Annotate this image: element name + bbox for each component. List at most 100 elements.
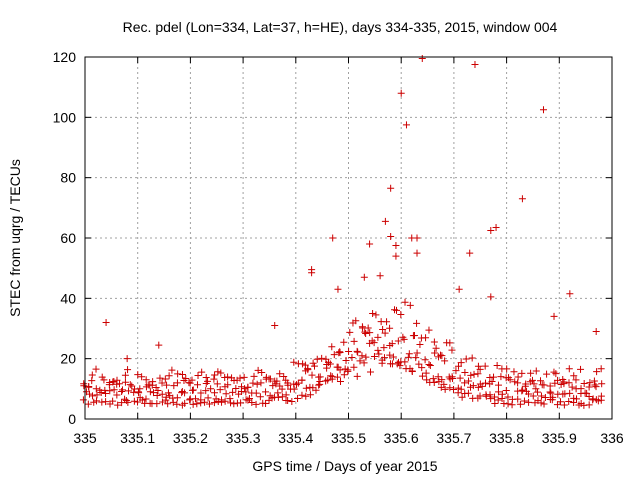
data-point	[598, 380, 606, 388]
data-point	[362, 353, 370, 361]
data-point	[455, 285, 463, 293]
data-point	[158, 379, 166, 387]
data-point	[142, 376, 150, 384]
data-point	[153, 391, 161, 399]
data-point	[258, 368, 266, 376]
data-point	[262, 400, 270, 408]
data-point	[221, 397, 229, 405]
data-point	[181, 399, 189, 407]
data-point	[438, 376, 446, 384]
data-point	[565, 365, 573, 373]
data-point	[487, 395, 495, 403]
data-point	[560, 380, 568, 388]
data-point	[189, 386, 197, 394]
y-tick-label: 80	[60, 170, 76, 186]
data-point	[254, 366, 262, 374]
data-point	[537, 399, 545, 407]
data-point	[188, 376, 196, 384]
data-point	[306, 383, 314, 391]
data-point	[465, 377, 473, 385]
data-point	[520, 397, 528, 405]
data-point	[568, 383, 576, 391]
x-tick-label: 335.2	[173, 430, 208, 446]
data-point	[580, 401, 588, 409]
x-tick-label: 335.7	[436, 430, 471, 446]
data-point	[565, 398, 573, 406]
data-point	[85, 383, 93, 391]
data-point	[101, 386, 109, 394]
data-point	[138, 373, 146, 381]
data-point	[494, 396, 502, 404]
data-point	[488, 378, 496, 386]
data-point	[481, 362, 489, 370]
data-point	[425, 361, 433, 369]
data-point	[448, 373, 456, 381]
data-point	[213, 380, 221, 388]
data-point	[329, 234, 337, 242]
data-point	[136, 394, 144, 402]
data-point	[232, 385, 240, 393]
data-point	[539, 106, 547, 114]
data-point	[356, 357, 364, 365]
data-point	[432, 344, 440, 352]
data-point	[88, 377, 96, 385]
data-point	[210, 399, 218, 407]
data-point	[92, 385, 100, 393]
data-point	[109, 397, 117, 405]
data-point	[368, 337, 376, 345]
data-point	[164, 400, 172, 408]
data-point	[212, 395, 220, 403]
data-point	[284, 379, 292, 387]
data-point	[585, 383, 593, 391]
data-point	[204, 377, 212, 385]
data-point	[487, 293, 495, 301]
data-point	[498, 390, 506, 398]
data-point	[413, 349, 421, 357]
data-point	[566, 290, 574, 298]
data-point	[381, 217, 389, 225]
data-point	[326, 360, 334, 368]
data-point	[372, 311, 380, 319]
data-point	[546, 382, 554, 390]
data-point	[262, 388, 270, 396]
data-point	[100, 376, 108, 384]
chart-title: Rec. pdel (Lon=334, Lat=37, h=HE), days …	[123, 19, 558, 35]
data-point	[162, 393, 170, 401]
data-point	[178, 371, 186, 379]
data-point	[205, 400, 213, 408]
data-point	[541, 394, 549, 402]
y-tick-label: 20	[60, 351, 76, 367]
data-point	[224, 381, 232, 389]
data-point	[122, 397, 130, 405]
data-point	[397, 311, 405, 319]
data-point	[93, 391, 101, 399]
data-point	[178, 389, 186, 397]
data-point	[115, 380, 123, 388]
data-point	[597, 392, 605, 400]
data-point	[156, 374, 164, 382]
data-point	[401, 358, 409, 366]
data-point	[383, 318, 391, 326]
data-point	[418, 364, 426, 372]
data-point	[386, 324, 394, 332]
data-point	[366, 329, 374, 337]
data-point	[312, 386, 320, 394]
data-point	[434, 373, 442, 381]
data-point	[591, 381, 599, 389]
data-point	[394, 337, 402, 345]
data-point	[126, 381, 134, 389]
data-point	[364, 324, 372, 332]
data-point	[425, 326, 433, 334]
data-point	[169, 398, 177, 406]
data-point	[581, 389, 589, 397]
data-point	[462, 355, 470, 363]
data-point	[441, 357, 449, 365]
data-point	[585, 392, 593, 400]
data-point	[494, 388, 502, 396]
data-point	[92, 397, 100, 405]
data-point	[514, 373, 522, 381]
data-point	[210, 375, 218, 383]
data-point	[446, 384, 454, 392]
data-point	[458, 393, 466, 401]
data-point	[270, 393, 278, 401]
